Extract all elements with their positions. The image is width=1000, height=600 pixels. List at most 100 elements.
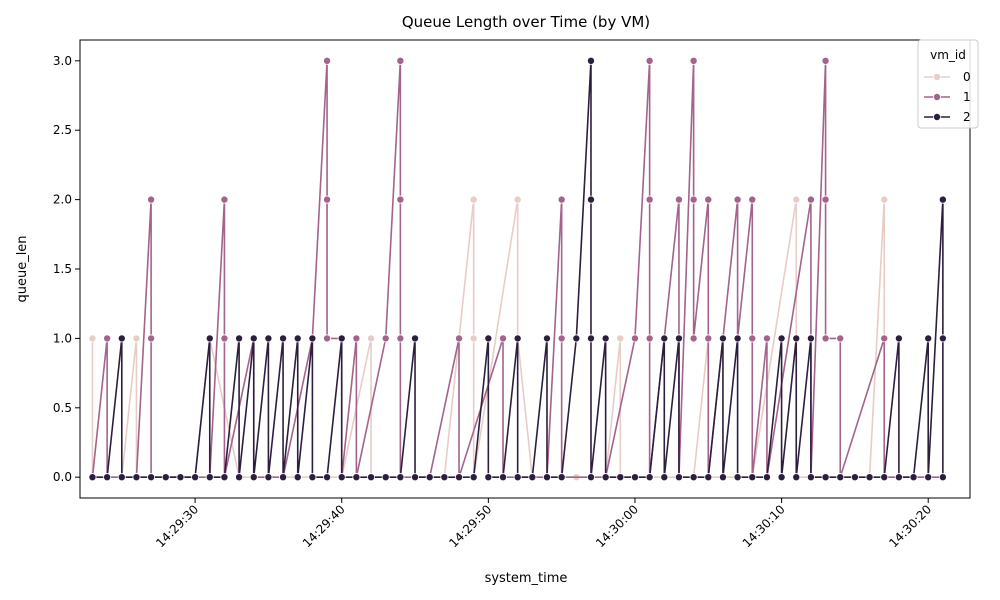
data-point-0-3 — [132, 334, 141, 343]
data-point-2-8 — [191, 473, 200, 482]
data-point-1-25 — [396, 195, 405, 204]
data-point-0-0 — [88, 334, 97, 343]
x-tick-label: 14:29:30 — [153, 502, 201, 550]
data-point-2-54 — [630, 473, 639, 482]
data-point-1-55 — [748, 334, 757, 343]
data-point-2-57 — [660, 473, 669, 482]
data-point-2-18 — [279, 334, 288, 343]
data-point-1-41 — [645, 334, 654, 343]
y-axis-ticks: 0.0 0.5 1.0 1.5 2.0 2.5 3.0 — [53, 54, 80, 484]
data-point-2-80 — [894, 473, 903, 482]
x-tick-label: 14:29:40 — [300, 502, 348, 550]
data-point-0-17 — [469, 334, 478, 343]
data-point-2-6 — [161, 473, 170, 482]
data-point-2-29 — [381, 473, 390, 482]
data-point-2-60 — [689, 473, 698, 482]
data-point-2-1 — [103, 473, 112, 482]
data-point-2-63 — [718, 473, 727, 482]
x-tick-label: 14:29:50 — [446, 502, 494, 550]
x-axis-label: system_time — [485, 571, 568, 586]
data-point-1-46 — [689, 56, 698, 65]
data-point-2-58 — [674, 334, 683, 343]
data-point-2-3 — [117, 473, 126, 482]
data-point-2-51 — [601, 334, 610, 343]
y-tick-label: 2.5 — [53, 123, 72, 137]
data-point-2-71 — [792, 473, 801, 482]
data-point-2-7 — [176, 473, 185, 482]
series-2 — [88, 56, 947, 482]
x-tick-label: 14:30:10 — [740, 502, 788, 550]
data-point-0-24 — [616, 334, 625, 343]
data-point-2-77 — [865, 473, 874, 482]
y-tick-label: 0.5 — [53, 401, 72, 415]
data-point-1-64 — [821, 334, 830, 343]
data-point-2-86 — [938, 473, 947, 482]
data-point-1-35 — [557, 334, 566, 343]
y-tick-label: 1.0 — [53, 331, 72, 345]
data-point-2-78 — [880, 473, 889, 482]
data-point-2-39 — [499, 473, 508, 482]
data-point-1-63 — [821, 195, 830, 204]
data-point-2-72 — [806, 334, 815, 343]
data-point-2-48 — [586, 195, 595, 204]
data-point-1-21 — [352, 334, 361, 343]
legend-marker-0 — [933, 73, 942, 82]
data-point-1-57 — [762, 334, 771, 343]
data-point-2-11 — [220, 473, 229, 482]
data-point-2-49 — [586, 334, 595, 343]
data-point-1-29 — [455, 334, 464, 343]
data-point-2-24 — [323, 473, 332, 482]
data-point-2-14 — [249, 334, 258, 343]
data-point-2-40 — [513, 334, 522, 343]
data-point-2-42 — [528, 473, 537, 482]
plot-frame — [79, 39, 971, 499]
x-axis-ticks: 14:29:30 14:29:40 14:29:50 14:30:00 14:30:10… — [153, 498, 934, 550]
data-point-2-22 — [308, 334, 317, 343]
data-point-2-64 — [733, 334, 742, 343]
data-point-2-5 — [147, 473, 156, 482]
data-point-2-69 — [777, 473, 786, 482]
data-point-1-16 — [323, 56, 332, 65]
data-point-1-9 — [220, 195, 229, 204]
x-tick-label: 14:30:20 — [886, 502, 934, 550]
data-point-2-34 — [440, 473, 449, 482]
data-point-2-76 — [850, 473, 859, 482]
legend: vm_id 0 1 2 — [917, 39, 979, 129]
data-point-1-24 — [396, 56, 405, 65]
plot-area — [79, 39, 971, 499]
data-point-2-37 — [484, 334, 493, 343]
data-point-2-70 — [792, 334, 801, 343]
data-point-1-49 — [704, 195, 713, 204]
data-point-2-38 — [484, 473, 493, 482]
data-point-1-5 — [147, 334, 156, 343]
data-point-1-23 — [381, 334, 390, 343]
data-point-2-28 — [367, 473, 376, 482]
data-point-2-25 — [337, 334, 346, 343]
data-point-2-81 — [909, 473, 918, 482]
data-point-2-75 — [836, 473, 845, 482]
data-point-2-55 — [645, 473, 654, 482]
data-point-2-47 — [586, 56, 595, 65]
data-point-2-73 — [806, 473, 815, 482]
data-point-1-54 — [748, 195, 757, 204]
data-point-2-17 — [264, 473, 273, 482]
y-axis-label: queue_len — [15, 235, 30, 302]
data-point-2-13 — [235, 473, 244, 482]
data-point-0-36 — [880, 195, 889, 204]
data-point-2-21 — [293, 473, 302, 482]
data-point-0-12 — [367, 334, 376, 343]
data-point-2-74 — [821, 473, 830, 482]
data-point-2-10 — [205, 473, 214, 482]
data-point-2-82 — [924, 334, 933, 343]
data-point-2-56 — [660, 334, 669, 343]
data-point-2-32 — [411, 473, 420, 482]
data-point-2-30 — [396, 473, 405, 482]
data-point-2-65 — [733, 473, 742, 482]
data-point-2-2 — [117, 334, 126, 343]
legend-label-2: 2 — [963, 110, 971, 124]
data-point-1-18 — [323, 334, 332, 343]
data-point-1-65 — [836, 334, 845, 343]
data-point-1-4 — [147, 195, 156, 204]
data-point-1-26 — [396, 334, 405, 343]
data-point-1-1 — [103, 334, 112, 343]
